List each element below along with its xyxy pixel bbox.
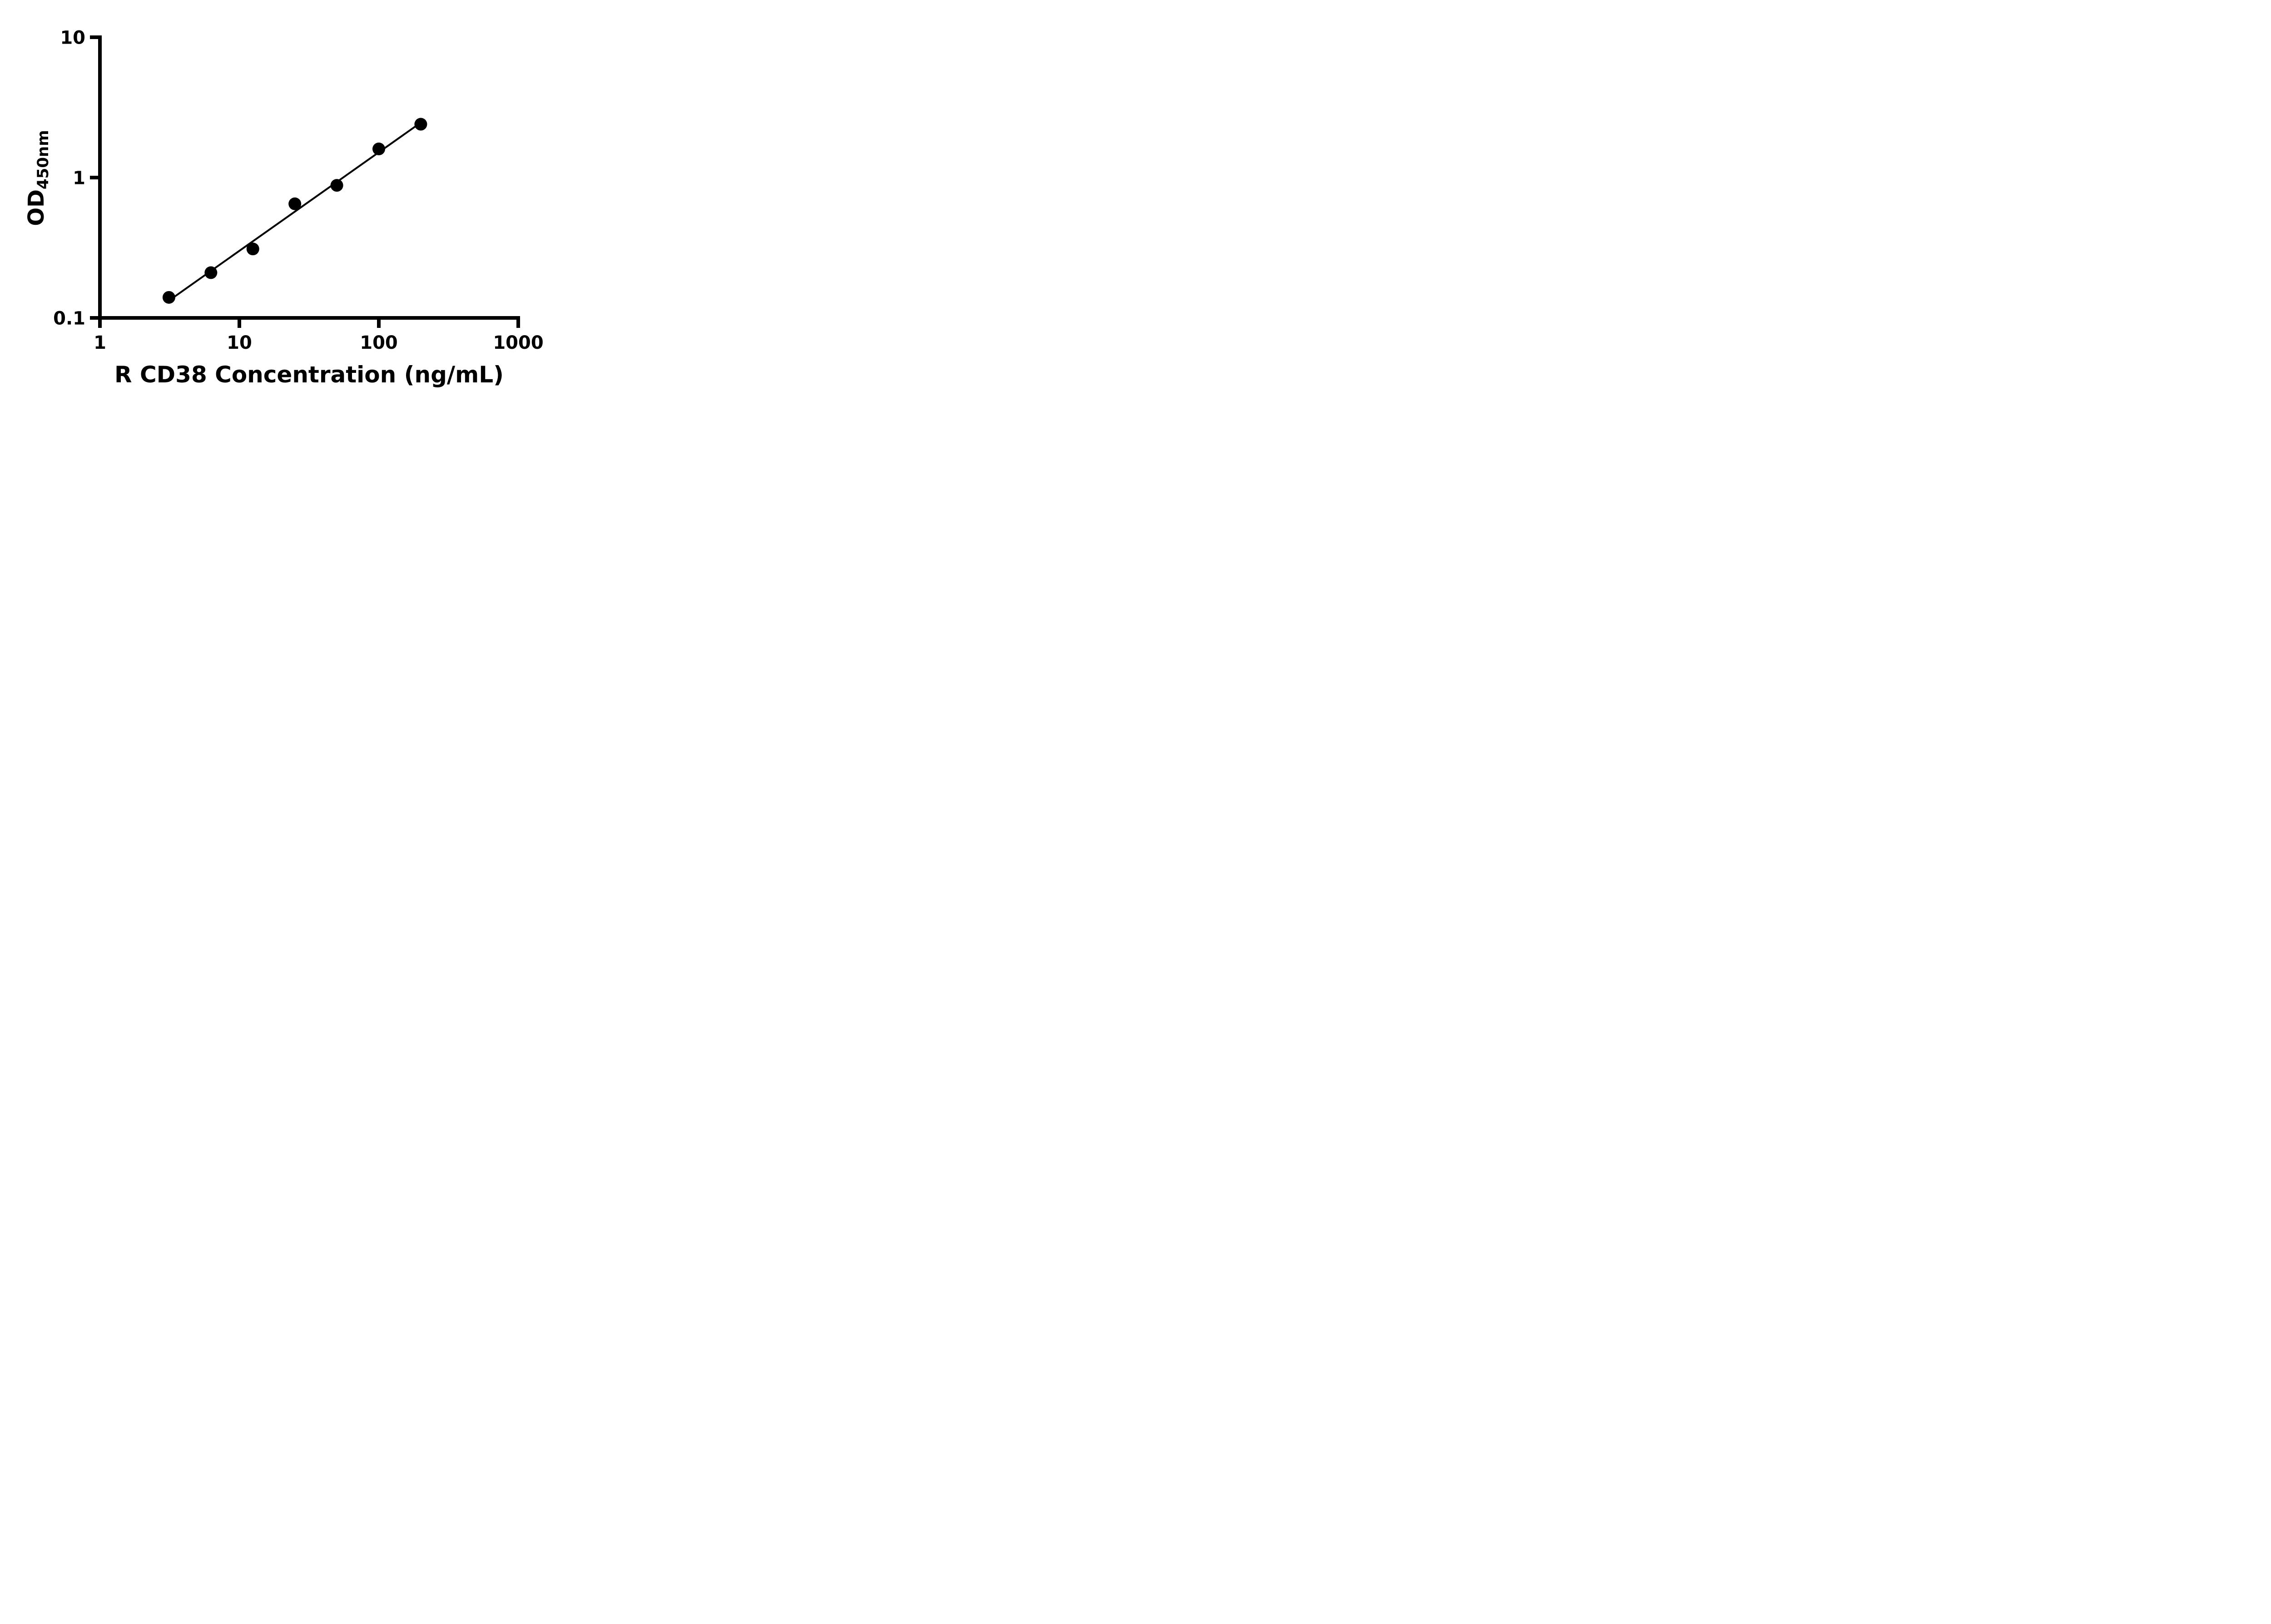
y-axis-title-subscript: 450nm <box>34 130 52 189</box>
y-tick-label: 1 <box>73 168 85 188</box>
data-point <box>372 142 385 155</box>
x-tick-label: 10 <box>227 332 252 353</box>
x-tick-label: 1000 <box>493 332 543 353</box>
data-point <box>246 243 259 256</box>
standard-curve-plot: 1 10 100 1000 0.1 1 10 <box>53 27 544 353</box>
y-axis-title-main: OD <box>24 189 49 226</box>
data-point <box>414 118 427 131</box>
y-axis-title: OD450nm <box>22 83 52 273</box>
x-axis-title: R CD38 Concentration (ng/mL) <box>114 361 504 388</box>
y-tick-label: 10 <box>60 27 85 48</box>
data-point <box>162 291 175 304</box>
data-point <box>330 179 343 192</box>
x-tick-label: 1 <box>94 332 106 353</box>
y-tick-label: 0.1 <box>53 308 85 329</box>
data-point <box>204 266 218 279</box>
data-point <box>288 197 302 210</box>
figure-canvas: 1 10 100 1000 0.1 1 10 R CD38 Concentration (n… <box>0 0 573 406</box>
x-tick-label: 100 <box>360 332 398 353</box>
